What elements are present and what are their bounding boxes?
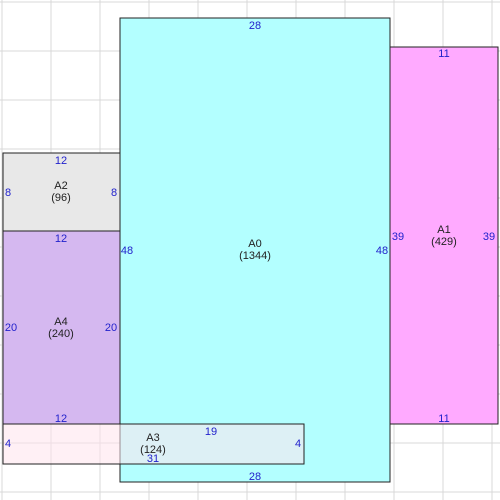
area-a0-dim-right: 48 <box>376 245 388 257</box>
area-a3-dim-bottom: 31 <box>147 453 159 465</box>
area-a4-dim-left: 20 <box>5 322 17 334</box>
area-a2-dim-left: 8 <box>5 187 11 199</box>
area-a0-dim-bottom: 28 <box>249 471 261 483</box>
area-a0[interactable]: A0 (1344) 28 28 48 48 <box>119 17 391 483</box>
area-a1-dim-left: 39 <box>392 231 404 243</box>
area-a0-dim-left: 48 <box>121 245 133 257</box>
area-a4-dim-bottom: 12 <box>55 413 67 425</box>
area-a1-dim-right: 39 <box>483 231 495 243</box>
area-a3-rect <box>2 423 305 465</box>
area-a4-dim-right: 20 <box>105 322 117 334</box>
area-a1[interactable]: A1 (429) 11 11 39 39 <box>389 46 499 425</box>
area-a0-value: (1344) <box>239 250 271 262</box>
area-a3-label: A3 <box>146 432 159 444</box>
area-a1-label: A1 <box>437 224 450 236</box>
area-a4-label: A4 <box>54 316 67 328</box>
area-a2[interactable]: A2 (96) 12 12 8 8 <box>2 152 121 232</box>
area-a4-dim-top: 12 <box>55 233 67 245</box>
area-a1-dim-top: 11 <box>438 48 449 60</box>
area-a2-dim-right: 8 <box>111 187 117 199</box>
area-a4-value: (240) <box>48 328 74 340</box>
area-a0-dim-top: 28 <box>249 20 261 32</box>
area-a2-dim-top: 12 <box>55 155 67 167</box>
area-a3-dim-left: 4 <box>5 438 11 450</box>
area-a4-rect <box>2 230 121 425</box>
area-a3-dim-top: 19 <box>205 426 217 438</box>
area-a1-rect <box>389 46 499 425</box>
area-a3-dim-right: 4 <box>295 438 301 450</box>
area-a0-rect <box>119 17 391 483</box>
area-a2-label: A2 <box>54 180 67 192</box>
area-a3[interactable]: A3 (124) 19 31 4 4 <box>2 423 305 465</box>
area-a1-dim-bottom: 11 <box>438 413 449 425</box>
area-a2-rect <box>2 152 121 232</box>
area-a4[interactable]: A4 (240) 12 20 20 <box>2 230 121 425</box>
area-a0-label: A0 <box>248 238 261 250</box>
area-a1-value: (429) <box>431 236 457 248</box>
area-a3-value: (124) <box>140 444 166 456</box>
area-a2-value: (96) <box>51 192 71 204</box>
